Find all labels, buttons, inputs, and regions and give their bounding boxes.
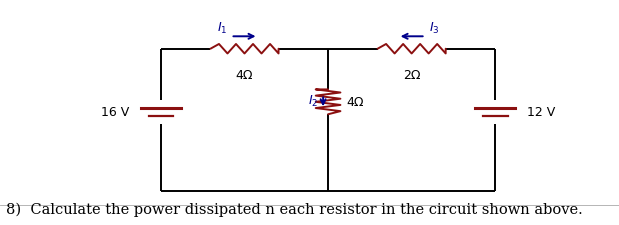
Text: $I_3$: $I_3$ (429, 21, 439, 36)
Text: 16 V: 16 V (100, 106, 129, 119)
Text: 4Ω: 4Ω (347, 96, 364, 109)
Text: 8)  Calculate the power dissipated n each resistor in the circuit shown above.: 8) Calculate the power dissipated n each… (6, 202, 583, 216)
Text: 2Ω: 2Ω (403, 69, 420, 82)
Text: 12 V: 12 V (527, 106, 556, 119)
Text: $I_2$: $I_2$ (308, 94, 318, 109)
Text: 4Ω: 4Ω (236, 69, 253, 82)
Text: $I_1$: $I_1$ (217, 21, 228, 36)
